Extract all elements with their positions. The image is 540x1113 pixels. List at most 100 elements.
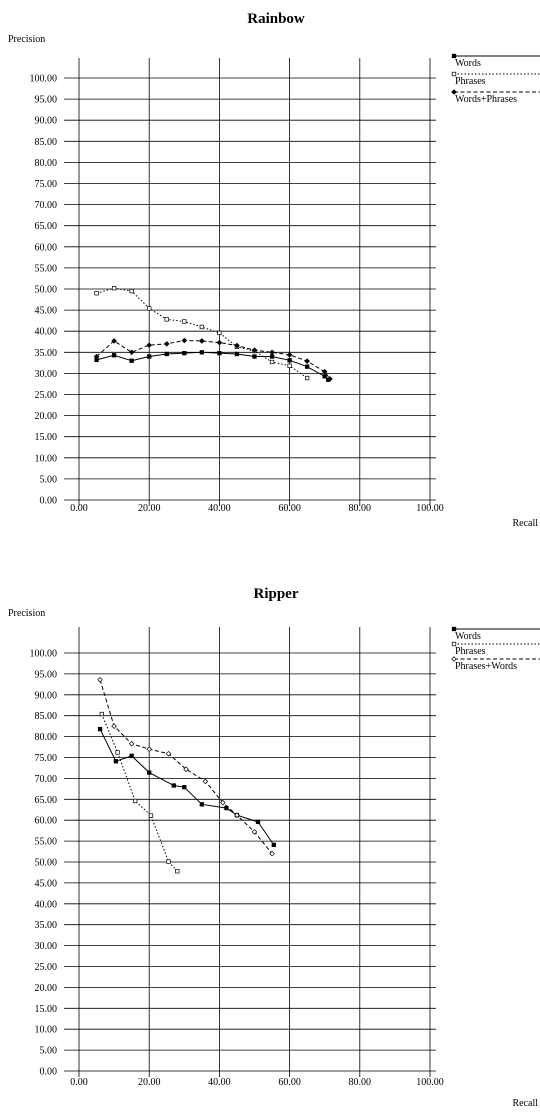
y-axis-label: Precision (8, 608, 45, 619)
data-point (111, 338, 117, 344)
y-tick-label: 30.00 (35, 369, 58, 380)
data-point (251, 829, 258, 835)
y-tick-label: 0.00 (40, 1067, 58, 1078)
legend-marker (451, 71, 457, 77)
legend-label: Words (455, 58, 481, 69)
legend-label: Phrases (455, 76, 486, 87)
x-axis-label: Recall (512, 518, 538, 529)
data-point (305, 364, 310, 369)
y-tick-label: 15.00 (35, 432, 58, 443)
data-point (322, 374, 327, 379)
y-tick-label: 100.00 (30, 649, 58, 660)
data-point (199, 324, 205, 330)
y-tick-label: 0.00 (40, 496, 58, 507)
y-tick-label: 90.00 (35, 690, 58, 701)
data-point (128, 349, 135, 356)
x-axis-label: Recall (512, 1098, 538, 1109)
y-tick-label: 80.00 (35, 158, 58, 169)
data-point (305, 375, 310, 381)
chart-title: Rainbow (247, 11, 305, 27)
x-tick-label: 40.00 (208, 1077, 231, 1088)
legend-marker (451, 89, 457, 95)
legend-label: Phrases (455, 646, 486, 657)
data-point (111, 723, 117, 729)
series-line (101, 713, 178, 872)
data-point (164, 351, 169, 357)
x-tick-label: 20.00 (138, 503, 161, 514)
data-point (234, 351, 240, 357)
data-point (146, 746, 152, 752)
data-point (147, 306, 152, 311)
y-tick-label: 5.00 (40, 1046, 58, 1057)
y-tick-label: 15.00 (35, 1004, 58, 1015)
y-tick-label: 10.00 (35, 453, 58, 464)
data-point (147, 770, 152, 775)
data-point (287, 358, 292, 363)
x-tick-label: 100.00 (416, 1077, 444, 1088)
chart-rainbow: Rainbow Precision Recall 0.00 5.00 10.00 15… (0, 0, 540, 545)
data-point (97, 676, 103, 683)
data-point (269, 354, 275, 359)
data-point (111, 286, 117, 291)
y-axis-label: Precision (8, 34, 45, 45)
data-point (99, 711, 104, 717)
data-point (128, 740, 135, 747)
series-group (93, 337, 333, 382)
data-point (269, 359, 275, 365)
x-tick-label: 80.00 (349, 503, 372, 514)
data-point (287, 363, 292, 368)
data-point (202, 778, 209, 785)
y-tick-label: 80.00 (35, 732, 58, 743)
data-point (217, 350, 222, 356)
data-point (175, 869, 180, 874)
chart-rainbow-svg: Rainbow Precision Recall 0.00 5.00 10.00 15… (8, 11, 540, 529)
data-point (251, 347, 258, 353)
legend-marker (451, 626, 457, 632)
data-point (166, 859, 171, 864)
series-line (99, 679, 273, 854)
y-tick-label: 100.00 (30, 74, 58, 85)
data-point (321, 368, 328, 375)
chart-title: Ripper (254, 586, 299, 602)
data-point (97, 726, 103, 732)
legend-label: Words (455, 631, 481, 642)
x-tick-label: 0.00 (70, 1077, 88, 1088)
y-tick-label: 75.00 (35, 753, 58, 764)
y-tick-label: 50.00 (35, 285, 58, 296)
y-tick-label: 20.00 (35, 983, 58, 994)
series-line (96, 287, 308, 379)
data-point (133, 798, 138, 804)
y-tick-label: 45.00 (35, 878, 58, 889)
chart-ripper-svg: Ripper Precision Recall 0.00 5.00 10.00 15.… (8, 586, 540, 1109)
data-point (163, 341, 170, 347)
x-tick-label: 80.00 (349, 1077, 372, 1088)
data-point (220, 799, 226, 806)
data-point (199, 802, 205, 807)
legend-label: Words+Phrases (455, 94, 517, 105)
data-point (252, 354, 257, 359)
series-line (99, 728, 275, 846)
y-tick-label: 35.00 (35, 920, 58, 931)
y-tick-label: 95.00 (35, 669, 58, 680)
y-tick-label: 70.00 (35, 774, 58, 785)
series-group (99, 711, 180, 874)
y-tick-label: 75.00 (35, 179, 58, 190)
y-tick-label: 55.00 (35, 263, 58, 274)
data-point (269, 850, 275, 857)
series-group (94, 350, 331, 382)
y-tick-label: 55.00 (35, 837, 58, 848)
data-point (94, 291, 99, 296)
y-tick-label: 60.00 (35, 816, 58, 827)
y-tick-label: 50.00 (35, 858, 58, 869)
data-point (129, 753, 134, 758)
data-point (113, 759, 119, 764)
data-point (129, 358, 134, 363)
series-group (97, 676, 275, 857)
legend-marker (451, 641, 457, 647)
data-point (286, 352, 293, 358)
y-tick-label: 30.00 (35, 941, 58, 952)
data-point (146, 342, 152, 348)
y-tick-label: 85.00 (35, 711, 58, 722)
y-tick-label: 25.00 (35, 962, 58, 973)
data-point (304, 358, 310, 364)
